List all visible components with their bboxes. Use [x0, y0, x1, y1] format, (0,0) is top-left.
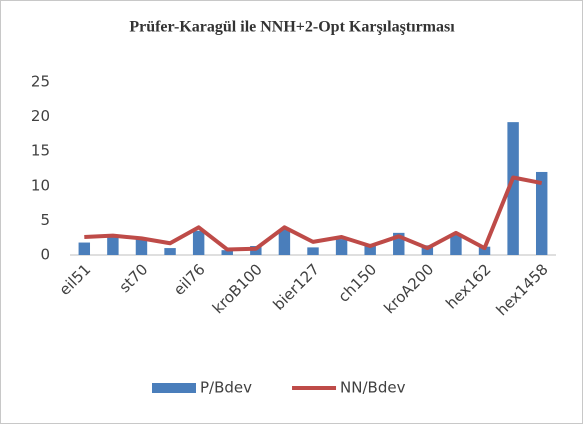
bar — [335, 239, 348, 255]
y-tick-label: 5 — [40, 211, 50, 229]
y-tick-label: 20 — [31, 107, 50, 125]
y-tick-label: 0 — [40, 246, 50, 264]
bar — [164, 248, 176, 255]
bar — [478, 246, 491, 255]
bar — [278, 229, 291, 255]
bar — [107, 236, 119, 255]
chart-title: Prüfer-Karagül ile NNH+2-Opt Karşılaştır… — [129, 19, 455, 36]
legend-label: P/Bdev — [200, 379, 252, 397]
y-tick-label: 15 — [31, 142, 50, 160]
bar — [507, 122, 519, 255]
bar — [307, 247, 319, 255]
y-tick-label: 25 — [31, 73, 50, 91]
line — [84, 175, 543, 252]
bar — [221, 250, 233, 255]
y-tick-label: 10 — [31, 176, 50, 194]
bar — [535, 171, 548, 255]
legend-label: NN/Bdev — [340, 379, 406, 397]
bar — [393, 232, 405, 255]
bar — [78, 242, 91, 255]
bar — [421, 245, 434, 255]
bar — [450, 234, 462, 255]
bar — [135, 238, 148, 255]
bar — [364, 243, 376, 255]
legend-swatch — [152, 383, 196, 393]
bar — [192, 230, 205, 255]
